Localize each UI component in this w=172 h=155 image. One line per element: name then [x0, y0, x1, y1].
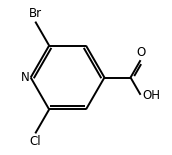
Text: Br: Br: [29, 7, 42, 20]
Text: N: N: [21, 71, 30, 84]
Text: O: O: [137, 46, 146, 59]
Text: Cl: Cl: [29, 135, 41, 148]
Text: OH: OH: [142, 89, 160, 102]
